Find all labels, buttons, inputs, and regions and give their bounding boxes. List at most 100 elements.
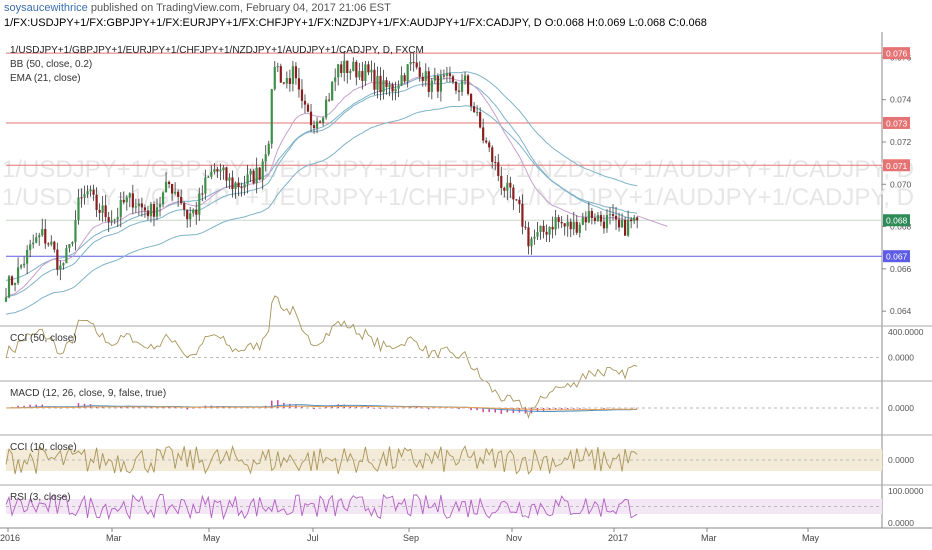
candle-body [421, 76, 424, 82]
candle-body [539, 225, 542, 232]
candle-body [403, 75, 406, 82]
candle-body [10, 276, 14, 285]
candle-body [388, 84, 391, 88]
level-price-tag-label: 0.076 [886, 49, 908, 59]
ema-indicator-label: EMA (21, close) [10, 73, 81, 84]
level-price-tag-label: 0.067 [886, 252, 908, 262]
candle-body [65, 248, 68, 264]
candle-body [608, 214, 612, 216]
candle-body [47, 243, 50, 245]
candle-body [409, 62, 412, 65]
candle-body [261, 161, 264, 180]
candle-body [527, 227, 530, 247]
price-tick-label: 0.064 [890, 306, 912, 316]
candle-body [560, 221, 563, 224]
candle-body [32, 242, 35, 245]
candle-body [113, 219, 116, 221]
candle-body [620, 219, 624, 228]
candle-body [285, 78, 288, 84]
candle-body [158, 204, 162, 208]
candle-body [243, 184, 246, 188]
candle-body [152, 203, 156, 217]
candle-body [328, 99, 331, 101]
candle-body [466, 75, 470, 94]
level-price-tag [883, 250, 910, 263]
candle-body [630, 219, 633, 222]
price-tick-label: 0.074 [890, 95, 912, 105]
candle-body [361, 70, 364, 81]
time-tick-label: 2017 [608, 533, 628, 543]
candle-body [322, 117, 325, 123]
candle-body [436, 75, 439, 92]
author-link[interactable]: soysaucewithrice [4, 2, 88, 14]
candle-body [376, 75, 379, 90]
chart-canvas[interactable]: 0.0780.0760.0740.0720.0700.0680.0660.064… [0, 32, 932, 550]
candle-body [252, 170, 255, 184]
pane-tick-label: 0.0000 [888, 353, 914, 363]
candle-body [394, 88, 397, 92]
candle-body [599, 215, 603, 222]
candle-body [119, 199, 122, 218]
candle-body [524, 226, 527, 228]
level-price-tag-label: 0.071 [886, 161, 908, 171]
candle-body [367, 64, 370, 73]
candle-body [210, 171, 213, 177]
candle-body [596, 215, 600, 222]
candle-body [593, 217, 596, 222]
candle-body [469, 93, 473, 107]
candle-body [149, 203, 153, 217]
candle-body [427, 71, 430, 92]
chart-header: soysaucewithrice published on TradingVie… [0, 0, 932, 32]
candle-body [337, 64, 340, 78]
candle-body [442, 75, 445, 77]
candle-body [198, 193, 201, 215]
candle-body [38, 235, 41, 238]
candle-body [294, 66, 298, 79]
candle-body [137, 203, 140, 207]
candle-body [551, 226, 554, 230]
candle-body [249, 170, 252, 175]
candle-body [312, 125, 316, 129]
candle-body [29, 244, 32, 250]
level-price-tag [883, 159, 910, 172]
oscillator-line [5, 444, 638, 475]
pane-tick-label: 0.0000 [888, 518, 914, 528]
candle-body [282, 82, 285, 84]
candle-body [542, 225, 545, 232]
main-pane-title: 1/USDJPY+1/GBPJPY+1/EURJPY+1/CHFJPY+1/NZ… [10, 45, 424, 56]
pane-indicator-label: CCI (50, close) [10, 333, 77, 344]
pane-tick-label: 100.0000 [888, 486, 924, 496]
candle-body [503, 187, 506, 191]
candle-body [406, 64, 409, 82]
candle-body [617, 219, 621, 228]
candle-body [439, 75, 442, 92]
candle-body [463, 75, 467, 81]
candle-body [397, 85, 400, 89]
pane-indicator-label: CCI (10, close) [10, 442, 77, 453]
time-tick-label: Sep [403, 533, 419, 543]
candle-body [482, 127, 485, 141]
candle-body [460, 80, 464, 92]
candle-body [297, 78, 301, 90]
symbol-line: 1/FX:USDJPY+1/FX:GBPJPY+1/FX:EURJPY+1/FX… [4, 17, 707, 29]
oscillator-line [5, 295, 638, 420]
candle-body [566, 221, 569, 227]
candle-body [164, 181, 168, 193]
candle-body [614, 215, 618, 220]
candle-body [267, 143, 270, 155]
candle-body [146, 210, 150, 217]
candle-body [122, 199, 125, 203]
candle-body [270, 89, 273, 144]
candle-body [515, 199, 518, 201]
candle-body [50, 241, 53, 245]
time-tick-label: Nov [506, 533, 523, 543]
candle-body [476, 112, 479, 114]
candle-body [512, 187, 515, 200]
candle-body [605, 215, 609, 229]
candle-body [92, 189, 95, 195]
candle-body [545, 231, 548, 235]
level-price-tag [883, 116, 910, 129]
candle-body [131, 193, 134, 208]
candle-body [207, 176, 210, 178]
candle-body [418, 67, 421, 77]
